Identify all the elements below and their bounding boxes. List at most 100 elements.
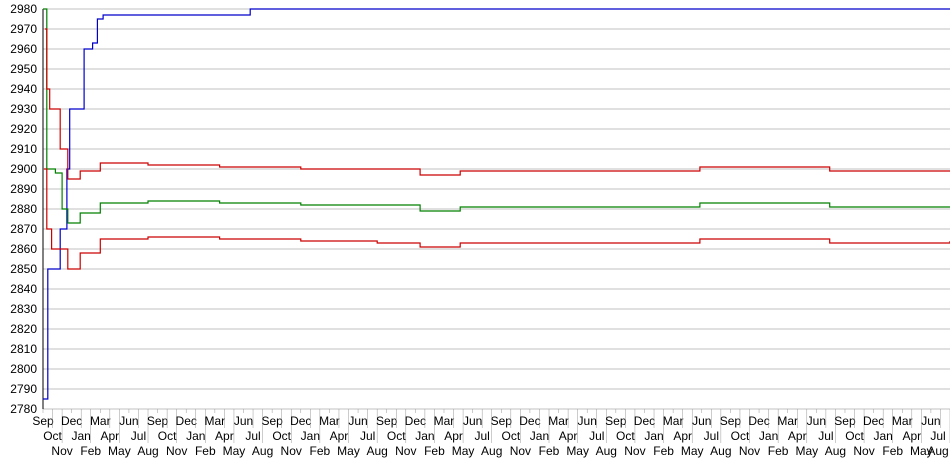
series-line-1 [43, 8, 950, 224]
x-tick-label: Nov [510, 444, 531, 458]
x-tick-label: Mar [319, 414, 340, 428]
y-tick-label: 2850 [10, 262, 37, 276]
x-tick-label: Mar [434, 414, 455, 428]
x-tick-label: Aug [252, 444, 273, 458]
x-tick-label: Mar [205, 414, 226, 428]
y-tick-label: 2870 [10, 222, 37, 236]
x-tick-label: Sep [834, 414, 856, 428]
x-tick-label: May [108, 444, 131, 458]
x-tick-label: Sep [720, 414, 742, 428]
x-tick-label: Nov [739, 444, 760, 458]
x-tick-label: Jul [930, 429, 945, 443]
x-tick-label: Sep [32, 414, 54, 428]
y-tick-label: 2830 [10, 302, 37, 316]
x-tick-label: Jan [759, 429, 778, 443]
y-tick-label: 2980 [10, 2, 37, 16]
x-tick-label: Oct [501, 429, 520, 443]
y-tick-label: 2890 [10, 182, 37, 196]
x-tick-label: Jan [644, 429, 663, 443]
y-tick-label: 2910 [10, 142, 37, 156]
y-tick-label: 2900 [10, 162, 37, 176]
x-tick-label: May [223, 444, 246, 458]
y-tick-label: 2820 [10, 322, 37, 336]
x-tick-label: Aug [927, 444, 948, 458]
x-tick-label: Nov [166, 444, 187, 458]
y-tick-label: 2800 [10, 362, 37, 376]
x-tick-label: Apr [673, 429, 692, 443]
x-tick-label: Mar [548, 414, 569, 428]
x-tick-label: Dec [61, 414, 82, 428]
y-tick-label: 2950 [10, 62, 37, 76]
x-tick-label: Sep [605, 414, 627, 428]
x-tick-label: Feb [653, 444, 674, 458]
y-tick-label: 2860 [10, 242, 37, 256]
grid [43, 8, 950, 410]
x-axis: SepOctNovDecJanFebMarAprMayJunJulAugSepO… [32, 409, 950, 458]
x-tick-label: Jun [234, 414, 253, 428]
x-tick-label: Apr [215, 429, 234, 443]
x-tick-label: Apr [444, 429, 463, 443]
x-tick-label: Dec [634, 414, 655, 428]
x-tick-label: Sep [491, 414, 513, 428]
x-tick-label: Apr [100, 429, 119, 443]
x-tick-label: Aug [825, 444, 846, 458]
x-tick-label: Nov [51, 444, 72, 458]
x-tick-label: Nov [395, 444, 416, 458]
series-lines [43, 8, 950, 400]
x-tick-label: May [566, 444, 589, 458]
x-tick-label: May [452, 444, 475, 458]
y-tick-label: 2810 [10, 342, 37, 356]
series-line-2 [44, 28, 950, 180]
y-tick-label: 2940 [10, 82, 37, 96]
x-tick-label: Dec [519, 414, 540, 428]
x-tick-label: Mar [892, 414, 913, 428]
x-tick-label: Feb [80, 444, 101, 458]
y-tick-label: 2920 [10, 122, 37, 136]
y-tick-label: 2960 [10, 42, 37, 56]
x-tick-label: Jun [348, 414, 367, 428]
x-tick-label: Jul [131, 429, 146, 443]
x-tick-label: Aug [596, 444, 617, 458]
y-tick-label: 2880 [10, 202, 37, 216]
x-tick-label: Jul [360, 429, 375, 443]
x-tick-label: Dec [405, 414, 426, 428]
x-tick-label: May [681, 444, 704, 458]
x-tick-label: Jul [704, 429, 719, 443]
x-tick-label: Oct [731, 429, 750, 443]
x-tick-label: Mar [663, 414, 684, 428]
x-tick-label: Nov [281, 444, 302, 458]
x-tick-label: Sep [376, 414, 398, 428]
x-tick-label: Jun [578, 414, 597, 428]
y-tick-label: 2790 [10, 382, 37, 396]
x-tick-label: Dec [290, 414, 311, 428]
x-tick-label: Feb [539, 444, 560, 458]
x-tick-label: Oct [845, 429, 864, 443]
x-tick-label: Jun [921, 414, 940, 428]
x-tick-label: Dec [748, 414, 769, 428]
y-tick-label: 2840 [10, 282, 37, 296]
x-tick-label: Jun [692, 414, 711, 428]
x-tick-label: Jun [119, 414, 138, 428]
series-line-0 [43, 8, 950, 400]
y-tick-label: 2930 [10, 102, 37, 116]
x-tick-label: Dec [176, 414, 197, 428]
x-tick-label: Oct [272, 429, 291, 443]
x-tick-label: Jan [72, 429, 91, 443]
x-tick-label: Aug [366, 444, 387, 458]
y-axis: 2780 2790 2800 2810 2820 2830 2840 2850 2860 2870… [10, 2, 44, 416]
x-tick-label: Nov [624, 444, 645, 458]
x-tick-label: Apr [559, 429, 578, 443]
x-tick-label: Jul [818, 429, 833, 443]
x-tick-label: Nov [853, 444, 874, 458]
y-tick-label: 2970 [10, 22, 37, 36]
x-tick-label: Jun [807, 414, 826, 428]
y-tick-label: 2780 [10, 402, 37, 416]
x-tick-label: Oct [616, 429, 635, 443]
x-tick-label: Jan [186, 429, 205, 443]
x-tick-label: Jan [530, 429, 549, 443]
x-tick-label: Aug [481, 444, 502, 458]
x-tick-label: May [795, 444, 818, 458]
x-tick-label: Jan [873, 429, 892, 443]
series-line-3 [44, 168, 950, 270]
